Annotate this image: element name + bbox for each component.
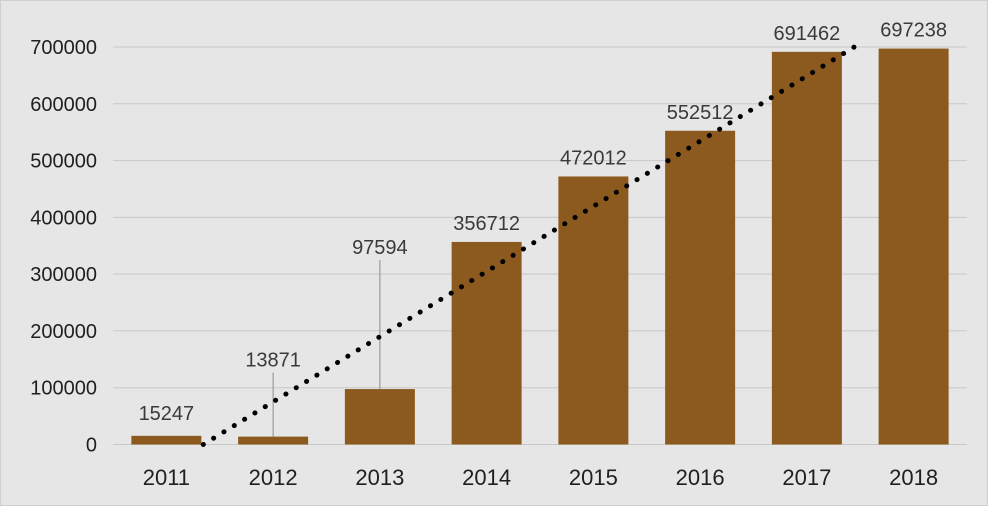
y-tick-label: 200000	[30, 321, 97, 343]
y-tick-label: 100000	[30, 378, 97, 400]
x-tick-label: 2015	[569, 465, 618, 490]
trendline	[200, 44, 857, 447]
trendline-group	[200, 44, 857, 447]
y-tick-label: 0	[86, 435, 97, 457]
bars	[131, 48, 949, 445]
bar-2018	[878, 48, 949, 445]
data-label: 472012	[560, 147, 627, 169]
x-tick-label: 2011	[143, 465, 190, 490]
x-tick-label: 2012	[249, 465, 298, 490]
x-axis-ticks: 2011 2012 2013 2014 2015 2016 2017 2018	[143, 465, 938, 490]
x-tick-label: 2014	[462, 465, 511, 490]
y-tick-label: 300000	[30, 264, 97, 286]
bar-2011	[131, 435, 202, 445]
data-label: 15247	[139, 403, 195, 425]
y-tick-label: 700000	[30, 37, 97, 59]
data-label: 691462	[774, 23, 841, 45]
data-labels: 15247 13871 97594 356712 472012 552512 691462 6…	[139, 20, 947, 425]
gridlines	[113, 46, 967, 445]
bar-2012	[238, 436, 309, 445]
x-tick-label: 2016	[676, 465, 725, 490]
leader-lines	[272, 260, 381, 437]
bar-2017	[771, 51, 842, 445]
x-tick-label: 2013	[355, 465, 404, 490]
y-tick-label: 500000	[30, 151, 97, 173]
x-tick-label: 2018	[889, 465, 938, 490]
bar-2014	[451, 241, 522, 445]
bar-2013	[344, 389, 415, 445]
data-label: 552512	[667, 102, 734, 124]
data-label: 697238	[880, 20, 947, 42]
data-label: 356712	[453, 213, 520, 235]
bar-2016	[665, 130, 736, 445]
x-tick-label: 2017	[782, 465, 831, 490]
y-tick-label: 600000	[30, 94, 97, 116]
y-axis-ticks: 0 100000 200000 300000 400000 500000 600000 700…	[30, 37, 97, 457]
y-tick-label: 400000	[30, 207, 97, 229]
bar-2015	[558, 176, 629, 445]
data-label: 97594	[352, 237, 408, 259]
data-label: 13871	[245, 350, 301, 372]
